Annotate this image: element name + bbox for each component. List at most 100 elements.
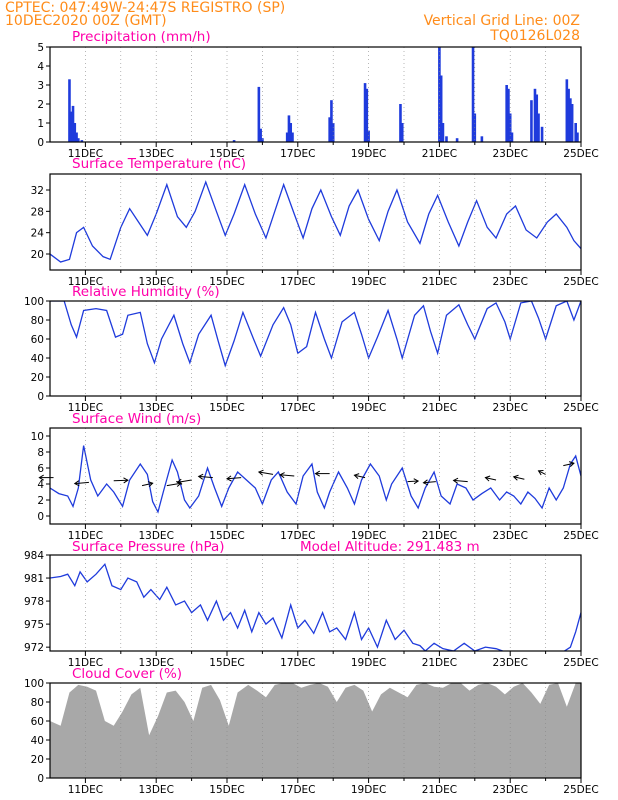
precip-plot (68, 47, 579, 142)
precip-bar (77, 138, 80, 142)
wind-arrow-head (176, 478, 183, 485)
precip-bar (567, 88, 570, 142)
precip-bar (533, 88, 537, 142)
wind-ytick-label: 0 (37, 511, 44, 523)
precip-bar (530, 100, 533, 142)
rh-xtick-label: 17DEC (280, 402, 315, 414)
precip-bar (574, 123, 577, 142)
precip-ytick-label: 4 (37, 61, 44, 73)
wind-xtick-label: 15DEC (209, 530, 244, 542)
wind-arrow (280, 474, 295, 477)
rh-line (50, 301, 581, 368)
temp-ytick-label: 20 (31, 249, 44, 261)
rh-xtick-label: 11DEC (68, 402, 103, 414)
precip-bar (471, 47, 475, 142)
wind-arrow (198, 475, 213, 479)
cloud-title: Cloud Cover (%) (72, 666, 182, 682)
cloud-xtick-label: 25DEC (563, 784, 598, 796)
precip-bar (400, 123, 404, 142)
wind-arrow-head (452, 477, 459, 484)
precip-bar (507, 88, 510, 142)
precip-xtick-label: 11DEC (68, 148, 103, 160)
temp-xtick-label: 11DEC (68, 276, 103, 288)
wind-xtick-label: 23DEC (492, 530, 527, 542)
precip-xtick-label: 23DEC (492, 148, 527, 160)
wind-arrow (141, 482, 153, 487)
pressure-frame (49, 554, 582, 652)
cloud-area (50, 683, 581, 778)
rh-ytick-label: 100 (24, 296, 44, 308)
wind-arrow (538, 470, 546, 475)
precip-xtick-label: 19DEC (351, 148, 386, 160)
wind-xtick-label: 13DEC (138, 530, 173, 542)
precip-bar (505, 85, 508, 142)
rh-ytick-label: 80 (31, 315, 44, 327)
wind-arrow (226, 477, 242, 480)
precip-bar (261, 138, 264, 142)
temp-xtick-label: 17DEC (280, 276, 315, 288)
precip-xtick-label: 17DEC (280, 148, 315, 160)
pressure-xtick-label: 25DEC (563, 657, 598, 669)
precip-bar (576, 132, 579, 142)
location-header: CPTEC: 047:49W-24:47S REGISTRO (SP) (5, 0, 285, 16)
cloud-ytick-label: 40 (31, 735, 44, 747)
wind-arrow (407, 480, 419, 483)
cloud-xtick-label: 17DEC (280, 784, 315, 796)
temp-plot (50, 180, 581, 263)
cloud-xtick-label: 21DEC (422, 784, 457, 796)
temp-line (50, 180, 581, 263)
cloud-plot (50, 683, 581, 778)
rh-title: Relative Humidity (%) (72, 284, 220, 300)
precip-title: Precipitation (mm/h) (72, 29, 211, 45)
precip-bar (537, 113, 540, 142)
temp-xtick-label: 19DEC (351, 276, 386, 288)
precip-bar (439, 75, 443, 142)
precip-bar (565, 79, 569, 142)
precip-bar (365, 88, 369, 142)
precip-bar (285, 132, 289, 142)
wind-arrow-head (353, 473, 360, 480)
wind-arrow-head (569, 461, 575, 468)
precip-bar (363, 83, 367, 142)
precip-bar (73, 123, 77, 142)
precip-ytick-label: 2 (37, 99, 44, 111)
precip-xtick-label: 25DEC (563, 148, 598, 160)
precip-bar (69, 111, 73, 142)
precip-bar (399, 104, 402, 142)
pressure-xtick-label: 23DEC (492, 657, 527, 669)
wind-xtick-label: 25DEC (563, 530, 598, 542)
wind-arrow-head (73, 480, 80, 487)
pressure-xtick-label: 15DEC (209, 657, 244, 669)
wind-title: Surface Wind (m/s) (72, 411, 201, 427)
wind-xtick-label: 19DEC (351, 530, 386, 542)
wind-arrow-head (123, 477, 129, 484)
wind-ytick-label: 4 (37, 479, 44, 491)
precip-bar (510, 132, 514, 142)
temp-frame (49, 173, 582, 271)
wind-line (50, 445, 581, 514)
wind-arrow-head (484, 475, 491, 482)
cloud-ytick-label: 80 (31, 697, 44, 709)
precip-bar (330, 100, 333, 142)
wind-arrow-head (422, 479, 429, 486)
wind-arrow (513, 476, 525, 480)
pressure-xtick-label: 17DEC (280, 657, 315, 669)
model-altitude: Model Altitude: 291.483 m (300, 539, 480, 555)
precip-bar (257, 86, 261, 142)
precip-bar (259, 128, 262, 142)
rh-xtick-label: 25DEC (563, 402, 598, 414)
panels: 0 1 2 3 4 5 11DEC 13DEC 15DEC 17DEC 19DEC 21DEC 23DE… (24, 42, 599, 796)
precip-bar (438, 47, 441, 142)
wind-arrow (258, 471, 274, 475)
precip-bar (367, 130, 370, 142)
wind-plot (50, 445, 581, 514)
wind-arrow-head (226, 475, 232, 482)
wind-ytick-label: 2 (37, 495, 44, 507)
cloud-ytick-label: 100 (24, 678, 44, 690)
wind-arrow-head (537, 469, 544, 476)
precip-bar (455, 138, 459, 142)
wind-arrow-head (314, 470, 321, 477)
wind-ytick-label: 8 (37, 447, 44, 459)
rh-ytick-label: 20 (31, 372, 44, 384)
